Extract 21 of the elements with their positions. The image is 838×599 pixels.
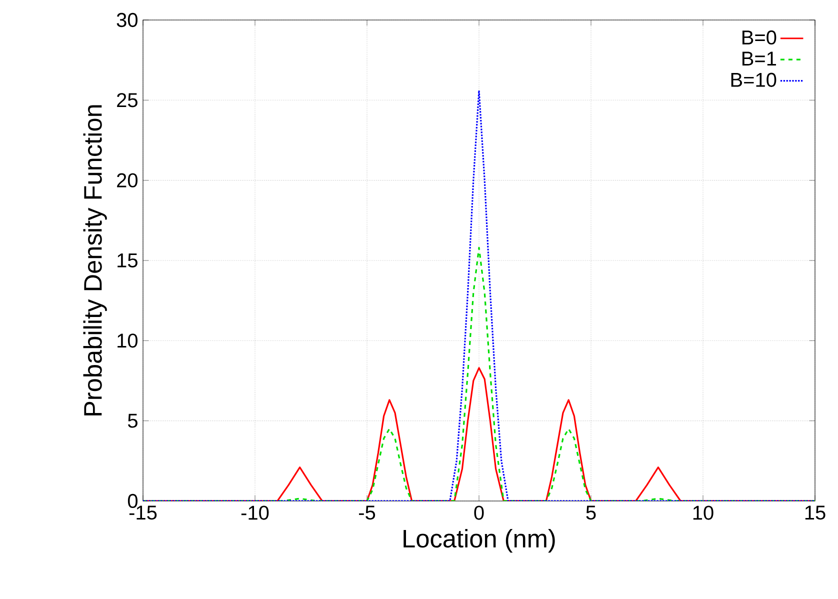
legend-label: B=0 xyxy=(742,30,776,45)
y-tick-label: 15 xyxy=(118,254,138,268)
x-tick-label: 0 xyxy=(474,506,484,520)
y-tick-label: 0 xyxy=(128,494,138,508)
x-tick-label: -10 xyxy=(241,506,269,520)
x-tick-label: 10 xyxy=(693,506,714,520)
x-tick-label: 15 xyxy=(805,506,826,520)
y-tick-label: 5 xyxy=(128,414,138,428)
y-tick-label: 30 xyxy=(116,12,138,28)
legend-label: B=1 xyxy=(742,52,776,66)
x-tick-label: -15 xyxy=(129,506,157,520)
line-series xyxy=(143,246,815,501)
x-tick-label: 5 xyxy=(586,506,596,520)
y-tick-label: 20 xyxy=(117,173,138,188)
line-series xyxy=(143,90,815,501)
y-axis-title: Probability Density Function xyxy=(83,105,107,416)
x-axis-title: Location (nm) xyxy=(404,529,555,553)
y-tick-label: 10 xyxy=(118,334,138,348)
x-tick-label: -5 xyxy=(358,506,376,520)
y-tick-label: 25 xyxy=(117,93,138,108)
legend-label: B=10 xyxy=(731,72,776,87)
